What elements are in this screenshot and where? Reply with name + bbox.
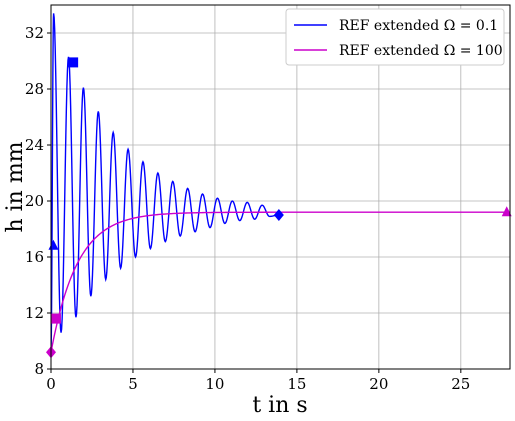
series-1-square-marker: [68, 57, 79, 68]
y-axis-ticks: 8 12 16 20 24 28 32: [25, 24, 51, 378]
x-tick-label: 25: [451, 375, 470, 393]
y-tick-label: 32: [25, 24, 44, 42]
legend-box: [285, 8, 505, 66]
y-tick-label: 8: [34, 360, 44, 378]
x-axis-label: t in s: [252, 393, 307, 418]
legend-label-series-2: REF extended Ω = 100: [339, 43, 503, 59]
x-tick-label: 5: [128, 375, 138, 393]
y-tick-label: 20: [25, 192, 44, 210]
plot-frame: [50, 4, 511, 370]
series-line-omega-0-1: [51, 13, 279, 349]
legend: REF extended Ω = 0.1 REF extended Ω = 10…: [285, 8, 505, 66]
x-axis-ticks: 0 5 10 15 20 25: [46, 369, 470, 393]
x-tick-label: 15: [287, 375, 306, 393]
y-tick-label: 24: [25, 136, 44, 154]
x-tick-label: 10: [205, 375, 224, 393]
series-2-square-marker: [50, 313, 61, 324]
plot-area: [46, 13, 512, 359]
series-line-omega-100: [51, 211, 507, 353]
x-tick-label: 0: [46, 375, 56, 393]
y-tick-label: 16: [25, 248, 44, 266]
series-2-triangle-marker: [501, 206, 512, 217]
legend-label-series-1: REF extended Ω = 0.1: [339, 18, 498, 34]
y-axis-label: h in mm: [3, 141, 28, 232]
series-1-diamond-marker: [273, 209, 284, 221]
x-tick-label: 20: [369, 375, 388, 393]
y-tick-label: 12: [25, 304, 44, 322]
y-tick-label: 28: [25, 80, 44, 98]
series-1-triangle-marker: [48, 239, 59, 250]
